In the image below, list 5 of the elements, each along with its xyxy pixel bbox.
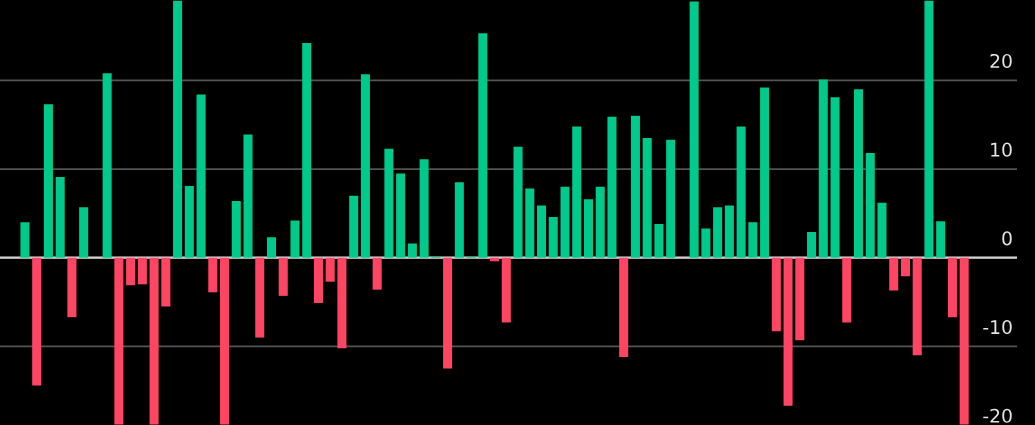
y-tick-label: 10 [991, 142, 1012, 157]
y-tick-label: -10 [983, 319, 1012, 335]
y-tick-label: 0 [1002, 231, 1012, 246]
y-tick-label: -20 [983, 408, 1012, 423]
y-tick-label: 20 [990, 53, 1012, 69]
